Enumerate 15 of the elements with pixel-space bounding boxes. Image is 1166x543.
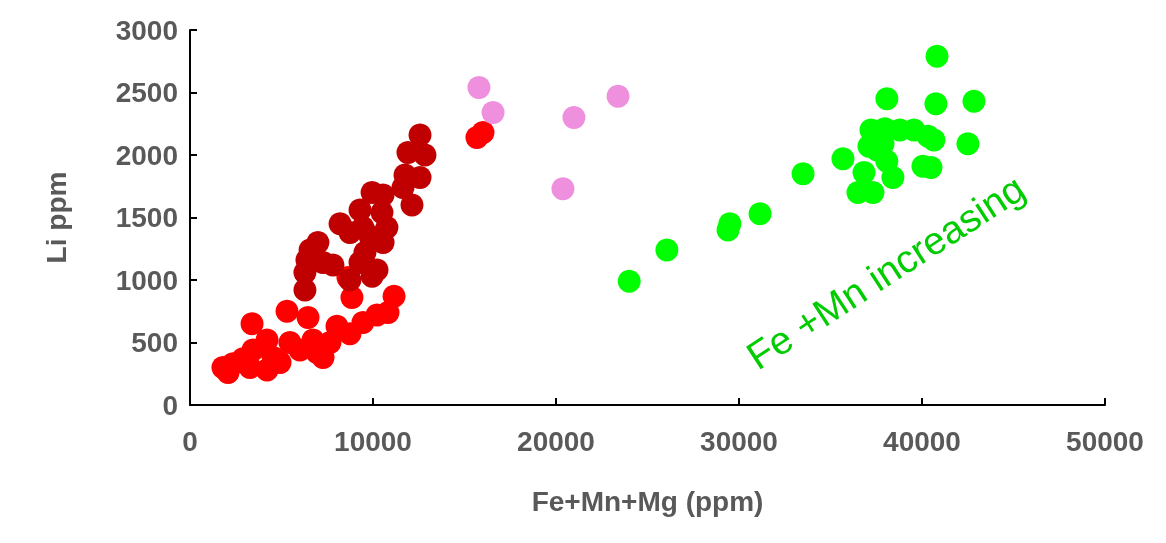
x-tick-label: 20000 <box>517 425 595 457</box>
y-tick-label: 0 <box>162 389 178 421</box>
x-axis-title: Fe+Mn+Mg (ppm) <box>531 485 764 517</box>
x-tick-label: 50000 <box>1066 425 1144 457</box>
y-tick-label: 2500 <box>115 77 178 108</box>
y-tick-label: 1500 <box>115 202 178 233</box>
y-tick-label: 2000 <box>115 139 178 171</box>
y-tick-label: 1000 <box>115 264 178 296</box>
x-tick-label: 30000 <box>700 425 778 457</box>
x-tick-label: 10000 <box>334 425 412 457</box>
x-tick-label: 0 <box>182 425 198 457</box>
y-tick-label: 500 <box>131 327 178 358</box>
x-tick-label: 40000 <box>883 425 961 457</box>
y-axis-title: Li ppm <box>40 171 72 264</box>
y-tick-label: 3000 <box>115 14 178 46</box>
